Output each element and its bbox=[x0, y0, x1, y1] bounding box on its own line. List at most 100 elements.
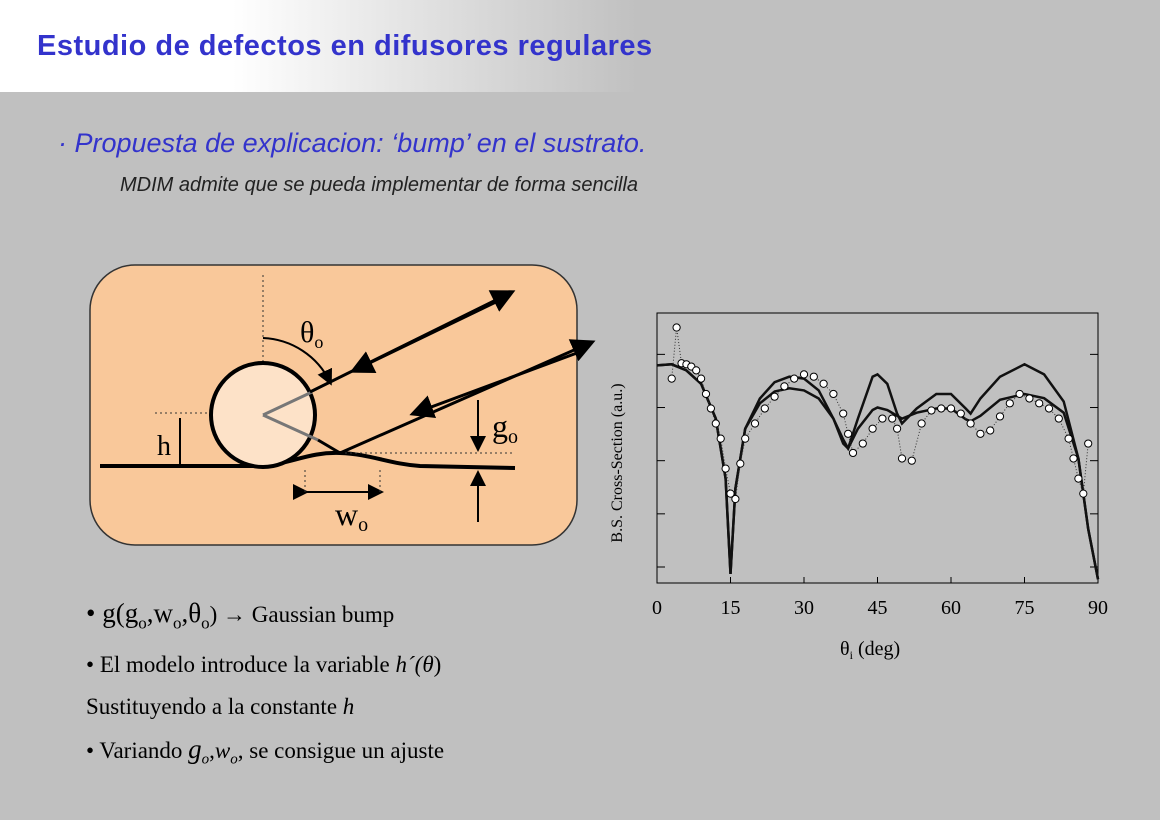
x-tick-label: 0 bbox=[652, 597, 662, 619]
text: h´( bbox=[395, 652, 423, 678]
title: Estudio de defectos en difusores regular… bbox=[37, 30, 653, 62]
data-point bbox=[878, 414, 887, 423]
bullet: El modelo introduce la variable h´(θ) bbox=[86, 644, 444, 686]
chart: B.S. Cross-Section (a.u.) θi (deg) 0 15 30… bbox=[609, 312, 1108, 662]
diagram-panel bbox=[89, 264, 578, 546]
theta-label: θo bbox=[300, 316, 323, 352]
text: o bbox=[230, 751, 238, 768]
label-sub: o bbox=[508, 426, 518, 448]
text: o bbox=[138, 613, 147, 633]
data-point bbox=[893, 424, 902, 433]
g-label: go bbox=[492, 408, 518, 448]
data-point bbox=[819, 379, 828, 388]
data-point bbox=[667, 374, 676, 383]
text: , bbox=[209, 738, 215, 764]
text: o bbox=[201, 751, 210, 768]
text: ) bbox=[433, 652, 442, 678]
data-point bbox=[966, 419, 975, 428]
data-point bbox=[937, 404, 946, 413]
intro-note: MDIM admite que se pueda implementar de … bbox=[120, 174, 639, 196]
data-point bbox=[726, 489, 735, 498]
data-point bbox=[741, 434, 750, 443]
data-point bbox=[976, 429, 985, 438]
ray bbox=[409, 348, 586, 418]
label-sub: o bbox=[358, 514, 368, 536]
text: g bbox=[188, 734, 202, 765]
data-point bbox=[897, 454, 907, 463]
data-point bbox=[917, 419, 926, 428]
w-guides bbox=[304, 470, 381, 492]
data-point bbox=[868, 424, 877, 433]
data-point bbox=[1079, 489, 1088, 498]
line: Sustituyendo a la constante h bbox=[86, 686, 444, 728]
data-point bbox=[1069, 454, 1078, 463]
data-point bbox=[1035, 399, 1044, 408]
data-point bbox=[907, 456, 916, 465]
bullet: Variando go,wo, se consigue un ajuste bbox=[86, 728, 444, 781]
data-point bbox=[1054, 414, 1063, 423]
x-tick-label: 75 bbox=[1015, 597, 1035, 619]
text: Sustituyendo a la constante bbox=[86, 694, 343, 720]
text: g(g bbox=[102, 598, 139, 628]
text: ) → Gaussian bump bbox=[209, 602, 395, 627]
data-point bbox=[1084, 439, 1093, 448]
x-axis-label: θi (deg) bbox=[840, 638, 900, 662]
label: w bbox=[335, 496, 358, 532]
ray bbox=[349, 298, 501, 373]
data-point bbox=[986, 426, 995, 435]
data-point bbox=[711, 419, 720, 428]
text: w bbox=[214, 738, 231, 764]
y-axis-label: B.S. Cross-Section (a.u.) bbox=[609, 383, 626, 542]
x-tick-label: 60 bbox=[941, 597, 961, 619]
data-point bbox=[736, 459, 745, 468]
x-tick-label: 30 bbox=[794, 597, 814, 619]
header-band bbox=[0, 0, 1160, 92]
text: ,w bbox=[146, 598, 173, 628]
ray bbox=[317, 438, 341, 455]
data-point bbox=[927, 406, 936, 415]
data-point bbox=[995, 412, 1005, 421]
series-connector bbox=[671, 327, 1089, 501]
label-sub: o bbox=[314, 332, 323, 352]
data-point bbox=[760, 404, 769, 413]
diagram: θo h go wo bbox=[89, 264, 596, 546]
text: El modelo introduce la variable bbox=[99, 652, 396, 678]
data-point bbox=[956, 409, 965, 418]
data-point bbox=[1015, 389, 1024, 399]
plot-frame bbox=[656, 312, 1099, 584]
text: o bbox=[201, 613, 210, 633]
data-point bbox=[848, 448, 858, 458]
data-point bbox=[716, 434, 725, 443]
x-tick-label: 45 bbox=[868, 597, 888, 619]
data-point bbox=[731, 494, 740, 504]
data-point bbox=[721, 464, 730, 473]
data-point bbox=[946, 404, 956, 413]
radii bbox=[262, 390, 319, 442]
ray bbox=[339, 339, 596, 455]
data-point bbox=[1074, 474, 1083, 483]
data-point bbox=[692, 366, 701, 375]
angle-arc bbox=[262, 337, 332, 386]
data-point bbox=[1064, 434, 1073, 443]
h-label: h bbox=[157, 431, 171, 462]
data-point bbox=[706, 404, 716, 413]
text: ,θ bbox=[181, 598, 202, 628]
text-block: g(go,wo,θo) → Gaussian bump El modelo in… bbox=[86, 592, 444, 781]
x-tick-label: 90 bbox=[1088, 597, 1108, 619]
data-point bbox=[672, 323, 681, 332]
data-point bbox=[799, 370, 809, 379]
w-label: wo bbox=[335, 496, 368, 536]
text: Variando bbox=[99, 738, 189, 764]
data-point bbox=[888, 414, 897, 423]
data-point bbox=[697, 374, 706, 383]
series-line bbox=[656, 363, 1100, 580]
data-point bbox=[701, 389, 711, 399]
data-point bbox=[1044, 404, 1054, 413]
data-point bbox=[1025, 394, 1034, 403]
text: θ bbox=[422, 652, 434, 678]
data-point bbox=[780, 382, 789, 391]
label: θ bbox=[840, 638, 850, 660]
data-point bbox=[1005, 399, 1014, 408]
